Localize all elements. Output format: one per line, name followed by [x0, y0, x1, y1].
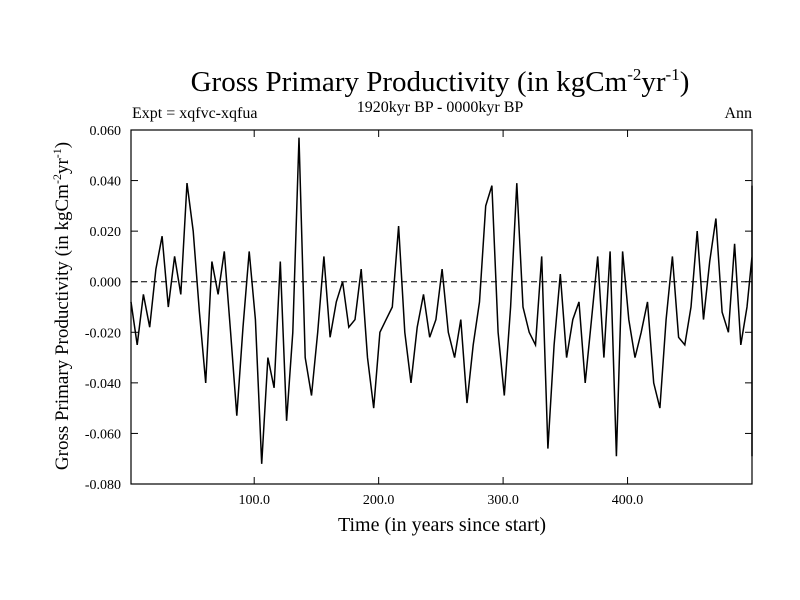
chart-title: Gross Primary Productivity (in kgCm-2yr-… [191, 65, 690, 98]
y-tick-label: -0.040 [85, 377, 121, 392]
y-tick-label: 0.060 [90, 124, 122, 139]
y-tick-label: -0.020 [85, 326, 121, 341]
season-label: Ann [724, 105, 752, 122]
y-tick-label: 0.040 [90, 175, 122, 190]
gpp-series-line [130, 137, 753, 464]
y-tick-label: -0.060 [85, 427, 121, 442]
x-axis-ticks: 100.0 200.0 300.0 400.0 [238, 130, 643, 508]
y-tick-label: -0.080 [85, 478, 121, 493]
x-tick-label: 300.0 [487, 493, 519, 508]
y-axis-ticks: 0.060 0.040 0.020 0.000 -0.020 -0.040 -0.060 -0… [85, 124, 752, 493]
experiment-label: Expt = xqfvc-xqfua [132, 105, 257, 122]
x-axis-label: Time (in years since start) [338, 514, 546, 536]
plot-frame [130, 129, 753, 485]
x-tick-label: 400.0 [612, 493, 644, 508]
y-tick-label: 0.000 [90, 276, 122, 291]
chart-subtitle: 1920kyr BP - 0000kyr BP [357, 99, 524, 116]
x-tick-label: 100.0 [238, 493, 270, 508]
x-tick-label: 200.0 [363, 493, 395, 508]
y-axis-label: Gross Primary Productivity (in kgCm-2yr-… [50, 142, 73, 470]
y-tick-label: 0.020 [90, 225, 122, 240]
